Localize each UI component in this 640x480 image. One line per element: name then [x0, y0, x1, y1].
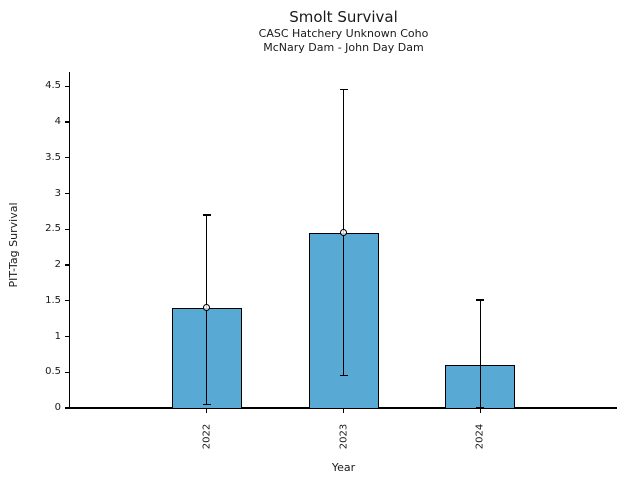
x-tick [342, 408, 345, 414]
error-cap-high-2024 [476, 299, 485, 301]
mean-marker-2022 [203, 304, 211, 312]
y-tick-label: 0.5 [45, 366, 61, 378]
y-tick-label: 2 [54, 259, 61, 271]
y-tick [64, 85, 69, 87]
y-tick-label: 3.5 [45, 151, 61, 163]
y-tick [64, 407, 69, 409]
x-tick-label: 2022 [201, 423, 213, 450]
error-cap-low-2024 [476, 407, 485, 409]
error-cap-low-2022 [202, 403, 211, 405]
mean-marker-2023 [340, 229, 347, 237]
chart-subtitle-line2: McNary Dam - John Day Dam [263, 41, 424, 54]
x-tick-label: 2024 [474, 423, 486, 450]
x-axis-label: Year [331, 461, 356, 474]
y-axis-spine [68, 72, 71, 409]
x-tick [206, 408, 208, 414]
y-tick-label: 4.5 [45, 80, 61, 92]
y-tick-label: 4 [54, 116, 61, 128]
chart-title: Smolt Survival [289, 8, 398, 26]
y-tick-label: 0 [54, 402, 61, 413]
y-tick [64, 335, 69, 338]
x-tick-label: 2023 [338, 423, 349, 450]
y-tick [64, 192, 69, 195]
x-tick [479, 408, 481, 414]
error-cap-low-2023 [339, 375, 348, 377]
y-tick [64, 228, 69, 230]
error-cap-high-2022 [202, 214, 211, 216]
y-tick [64, 371, 69, 373]
y-tick-label: 1.5 [45, 294, 61, 306]
chart-subtitle-line1: CASC Hatchery Unknown Coho [258, 27, 429, 40]
error-bar-2024 [479, 300, 481, 408]
chart-header: Smolt Survival CASC Hatchery Unknown Coh… [70, 7, 617, 55]
y-tick-label: 1 [54, 330, 61, 342]
y-tick [64, 300, 69, 302]
y-tick [64, 157, 69, 159]
y-tick-label: 3 [54, 187, 61, 199]
y-tick-label: 2.5 [45, 223, 61, 235]
y-tick [64, 264, 69, 266]
error-cap-high-2023 [339, 89, 348, 91]
y-tick [64, 121, 69, 123]
